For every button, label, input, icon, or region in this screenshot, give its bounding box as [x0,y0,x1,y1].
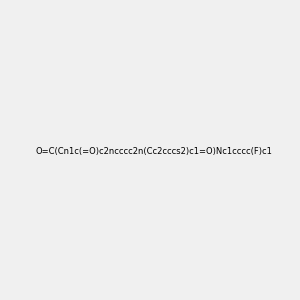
Text: O=C(Cn1c(=O)c2ncccc2n(Cc2cccs2)c1=O)Nc1cccc(F)c1: O=C(Cn1c(=O)c2ncccc2n(Cc2cccs2)c1=O)Nc1c… [35,147,272,156]
